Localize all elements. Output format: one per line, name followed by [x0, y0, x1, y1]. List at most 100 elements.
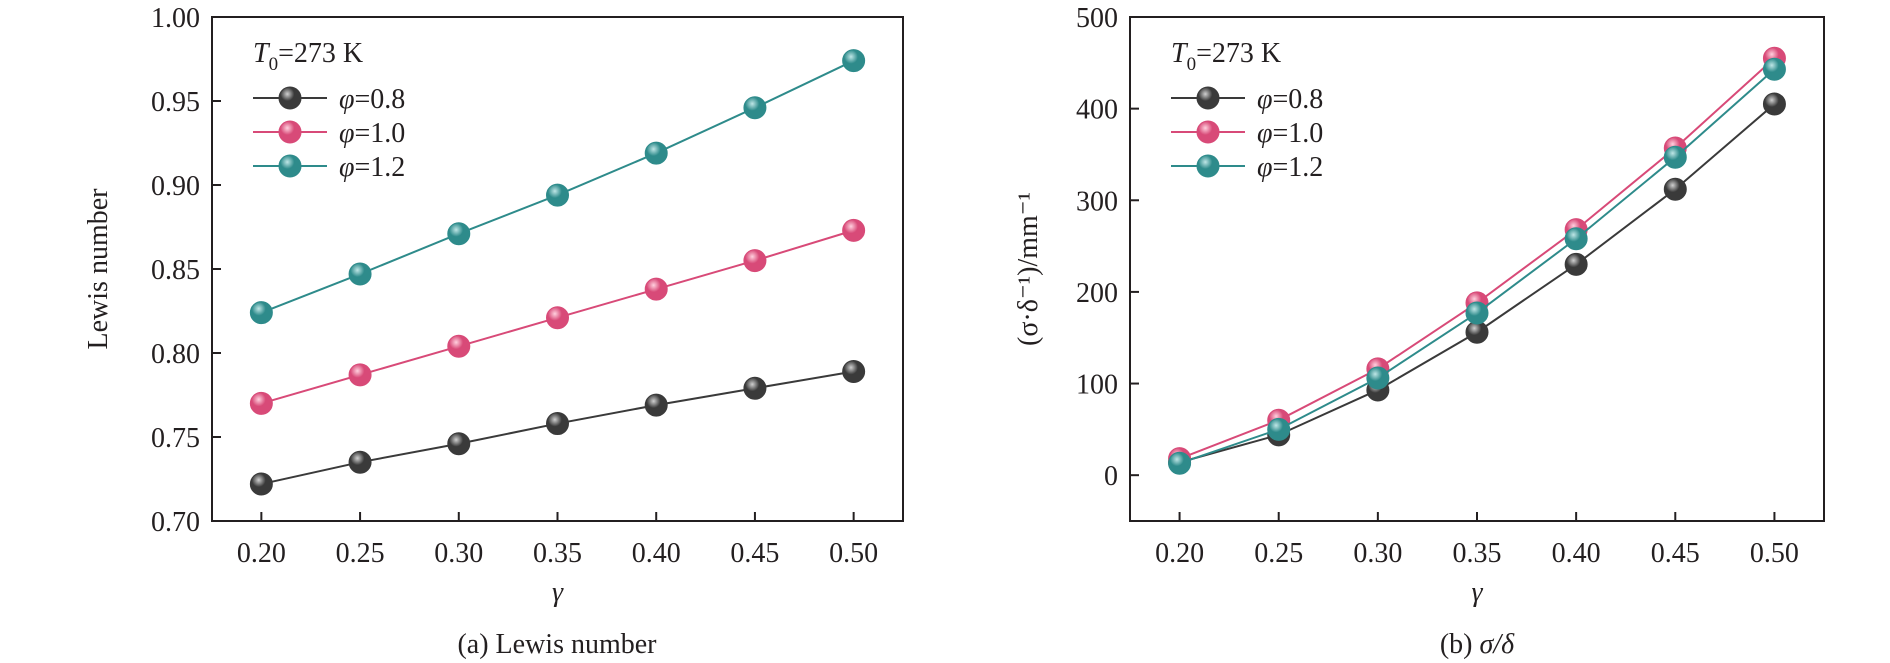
data-point	[743, 376, 767, 400]
data-point	[348, 262, 372, 286]
data-point	[1663, 177, 1687, 201]
data-point	[644, 393, 668, 417]
annotation-symbol: T	[1171, 38, 1189, 69]
data-point	[1564, 252, 1588, 276]
y-tick-label: 100	[1076, 370, 1118, 401]
x-axis-label: γ	[552, 577, 564, 608]
annotation-subscript: 0	[269, 54, 279, 75]
data-point	[1465, 320, 1489, 344]
x-tick-label: 0.35	[1453, 538, 1502, 569]
legend-symbol: φ	[1257, 84, 1273, 115]
legend-marker	[278, 120, 302, 144]
data-point	[644, 277, 668, 301]
data-point	[842, 49, 866, 73]
y-tick-label: 300	[1076, 186, 1118, 217]
legend-value: =1.2	[1273, 152, 1324, 183]
data-point	[1465, 301, 1489, 325]
legend-value: =0.8	[1273, 84, 1324, 115]
data-point	[644, 141, 668, 165]
y-tick-label: 0	[1104, 461, 1118, 492]
y-tick-label: 500	[1076, 3, 1118, 34]
plot-frame	[211, 16, 904, 522]
legend-value: =1.0	[1273, 118, 1324, 149]
data-point	[842, 218, 866, 242]
annotation-value: =273 K	[278, 38, 363, 69]
legend-label: φ=0.8	[339, 84, 405, 115]
legend-label: φ=1.2	[339, 152, 405, 183]
y-tick-label: 0.70	[151, 507, 200, 538]
legend-marker	[1196, 86, 1220, 110]
annotation-value: =273 K	[1196, 38, 1281, 69]
x-tick-label: 0.40	[632, 538, 681, 569]
x-tick-label: 0.30	[1353, 538, 1402, 569]
legend-symbol: φ	[1257, 118, 1273, 149]
legend-marker	[1196, 154, 1220, 178]
panel-caption: (a) Lewis number	[457, 629, 657, 660]
legend-label: φ=0.8	[1257, 84, 1323, 115]
legend-marker	[278, 154, 302, 178]
panel-sigma-delta: 0.20 0.25 0.30 0.35 0.40 0.45 0.50 0 100 200 300 40…	[1013, 3, 1825, 660]
x-tick-label: 0.45	[730, 538, 779, 569]
temperature-annotation: T0=273 K	[253, 38, 363, 75]
annotation-symbol: T	[253, 38, 271, 69]
data-point	[743, 249, 767, 273]
y-tick-label: 0.75	[151, 423, 200, 454]
annotation-subscript: 0	[1187, 54, 1197, 75]
x-axis-label: γ	[1471, 577, 1483, 608]
legend-symbol: φ	[339, 84, 355, 115]
data-point	[447, 432, 471, 456]
x-tick-label: 0.25	[1254, 538, 1303, 569]
y-tick-label: 0.80	[151, 339, 200, 370]
data-point	[447, 334, 471, 358]
data-point	[842, 359, 866, 383]
temperature-annotation: T0=273 K	[1171, 38, 1281, 75]
data-point	[546, 183, 569, 207]
data-point	[1762, 57, 1786, 81]
legend-value: =0.8	[355, 84, 406, 115]
x-tick-label: 0.50	[1750, 538, 1799, 569]
y-tick-label: 1.00	[151, 3, 200, 34]
panel-caption: (b) σ/δ	[1440, 629, 1515, 660]
data-point	[1168, 451, 1192, 475]
legend-label: φ=1.2	[1257, 152, 1323, 183]
caption-prefix: (b)	[1440, 629, 1480, 660]
caption-math: σ/δ	[1480, 629, 1516, 660]
legend-symbol: φ	[1257, 152, 1273, 183]
data-point	[1267, 417, 1291, 441]
x-tick-label: 0.45	[1651, 538, 1700, 569]
y-axis-label: Lewis number	[83, 188, 114, 350]
legend-marker	[278, 86, 302, 110]
x-tick-label: 0.20	[1155, 538, 1204, 569]
data-point	[348, 450, 372, 474]
data-point	[249, 472, 273, 496]
y-axis-label: (σ·δ⁻¹)/mm⁻¹	[1013, 192, 1044, 346]
x-tick-label: 0.20	[237, 538, 286, 569]
data-point	[546, 412, 569, 436]
legend-value: =1.2	[355, 152, 406, 183]
y-tick-label: 0.95	[151, 87, 200, 118]
legend-label: φ=1.0	[339, 118, 405, 149]
panel-lewis-number: 0.20 0.25 0.30 0.35 0.40 0.45 0.50 0.70 0.75 0.80…	[83, 3, 904, 660]
data-point	[249, 301, 273, 325]
data-point	[1663, 145, 1687, 169]
data-point	[743, 96, 767, 120]
data-point	[249, 391, 273, 415]
legend-marker	[1196, 120, 1220, 144]
data-point	[1366, 366, 1390, 390]
data-point	[348, 363, 372, 387]
y-tick-label: 0.90	[151, 171, 200, 202]
y-tick-label: 200	[1076, 278, 1118, 309]
legend-symbol: φ	[339, 118, 355, 149]
x-tick-label: 0.40	[1552, 538, 1601, 569]
x-tick-label: 0.30	[434, 538, 483, 569]
y-tick-label: 400	[1076, 95, 1118, 126]
legend-symbol: φ	[339, 152, 355, 183]
data-point	[546, 306, 569, 330]
data-point	[1762, 92, 1786, 116]
x-tick-label: 0.35	[533, 538, 582, 569]
data-point	[447, 222, 471, 246]
x-tick-label: 0.50	[829, 538, 878, 569]
legend-value: =1.0	[355, 118, 406, 149]
y-tick-label: 0.85	[151, 255, 200, 286]
